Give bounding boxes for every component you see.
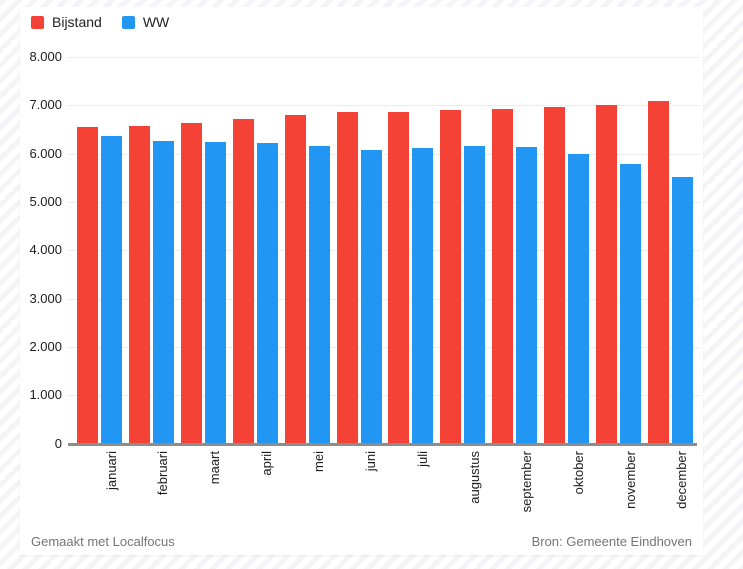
gridline <box>68 346 700 348</box>
gridline <box>68 395 700 397</box>
bar-ww-oktober[interactable] <box>568 154 590 444</box>
source-text: Bron: Gemeente Eindhoven <box>531 534 692 549</box>
bar-bijstand-juni[interactable] <box>336 112 358 444</box>
bar-bijstand-augustus[interactable] <box>440 109 462 444</box>
x-axis-label-maart: maart <box>207 451 223 485</box>
x-axis-label-januari: januari <box>103 451 119 491</box>
y-axis-label: 1.000 <box>29 387 62 403</box>
gridline <box>68 57 700 58</box>
x-axis-label-mei: mei <box>311 451 327 472</box>
y-axis-label: 8.000 <box>29 49 62 64</box>
bar-bijstand-december[interactable] <box>647 101 669 444</box>
legend-swatch-ww-icon <box>121 15 135 29</box>
y-axis-label: 2.000 <box>29 338 62 354</box>
gridline <box>68 105 700 107</box>
bar-ww-december[interactable] <box>671 177 693 444</box>
bar-bijstand-november[interactable] <box>596 105 617 444</box>
bar-bijstand-mei[interactable] <box>284 114 306 444</box>
gridline <box>68 250 700 252</box>
x-axis-label-november: november <box>622 451 638 509</box>
bar-bijstand-februari[interactable] <box>128 126 150 444</box>
chart-footer: Gemaakt met Localfocus Bron: Gemeente Ei… <box>31 534 692 549</box>
bar-bijstand-juli[interactable] <box>388 111 410 444</box>
legend-swatch-bijstand-icon <box>31 15 44 29</box>
y-axis-label: 5.000 <box>29 193 62 209</box>
gridline <box>68 201 700 203</box>
x-axis-label-juni: juni <box>363 451 378 472</box>
bar-ww-november[interactable] <box>620 164 641 444</box>
x-axis-label-september: september <box>518 451 534 513</box>
legend: Bijstand WW <box>31 14 169 30</box>
bar-bijstand-januari[interactable] <box>77 127 98 444</box>
legend-item-ww[interactable]: WW <box>121 14 170 30</box>
credit-text: Gemaakt met Localfocus <box>31 534 175 549</box>
x-axis-label-april: april <box>259 451 275 476</box>
bar-ww-juli[interactable] <box>412 147 434 444</box>
legend-item-bijstand[interactable]: Bijstand <box>31 14 102 30</box>
x-axis-label-augustus: augustus <box>466 451 482 504</box>
bar-bijstand-oktober[interactable] <box>544 107 566 444</box>
bar-ww-februari[interactable] <box>152 140 174 444</box>
bar-ww-januari[interactable] <box>101 135 122 444</box>
legend-label-bijstand: Bijstand <box>52 14 102 30</box>
chart-card: 0 1.000 2.000 3.000 4.000 5.000 6.000 7.000 8.00… <box>20 7 703 555</box>
gridline <box>68 298 700 300</box>
plot-area: 0 1.000 2.000 3.000 4.000 5.000 6.000 7.000 8.00… <box>20 7 703 555</box>
x-axis-label-december: december <box>674 451 690 509</box>
bar-bijstand-september[interactable] <box>492 108 514 444</box>
bar-ww-maart[interactable] <box>204 141 226 444</box>
bar-ww-juni[interactable] <box>360 149 382 444</box>
bar-ww-september[interactable] <box>516 147 538 444</box>
bar-ww-april[interactable] <box>256 142 278 444</box>
x-axis-label-oktober: oktober <box>570 451 586 495</box>
y-axis-label: 4.000 <box>29 242 62 258</box>
y-axis-label: 7.000 <box>29 97 62 113</box>
bar-ww-augustus[interactable] <box>464 146 486 444</box>
bar-ww-mei[interactable] <box>308 146 330 444</box>
legend-label-ww: WW <box>142 14 170 30</box>
gridline <box>68 153 700 155</box>
y-axis-label: 3.000 <box>29 290 62 306</box>
bar-bijstand-maart[interactable] <box>180 123 202 444</box>
x-axis-label-februari: februari <box>155 451 171 496</box>
x-axis-line <box>68 443 697 446</box>
y-axis-label: 0 <box>54 435 62 451</box>
bar-bijstand-april[interactable] <box>232 118 254 444</box>
x-axis-label-juli: juli <box>414 451 430 467</box>
y-axis-label: 6.000 <box>29 145 62 161</box>
